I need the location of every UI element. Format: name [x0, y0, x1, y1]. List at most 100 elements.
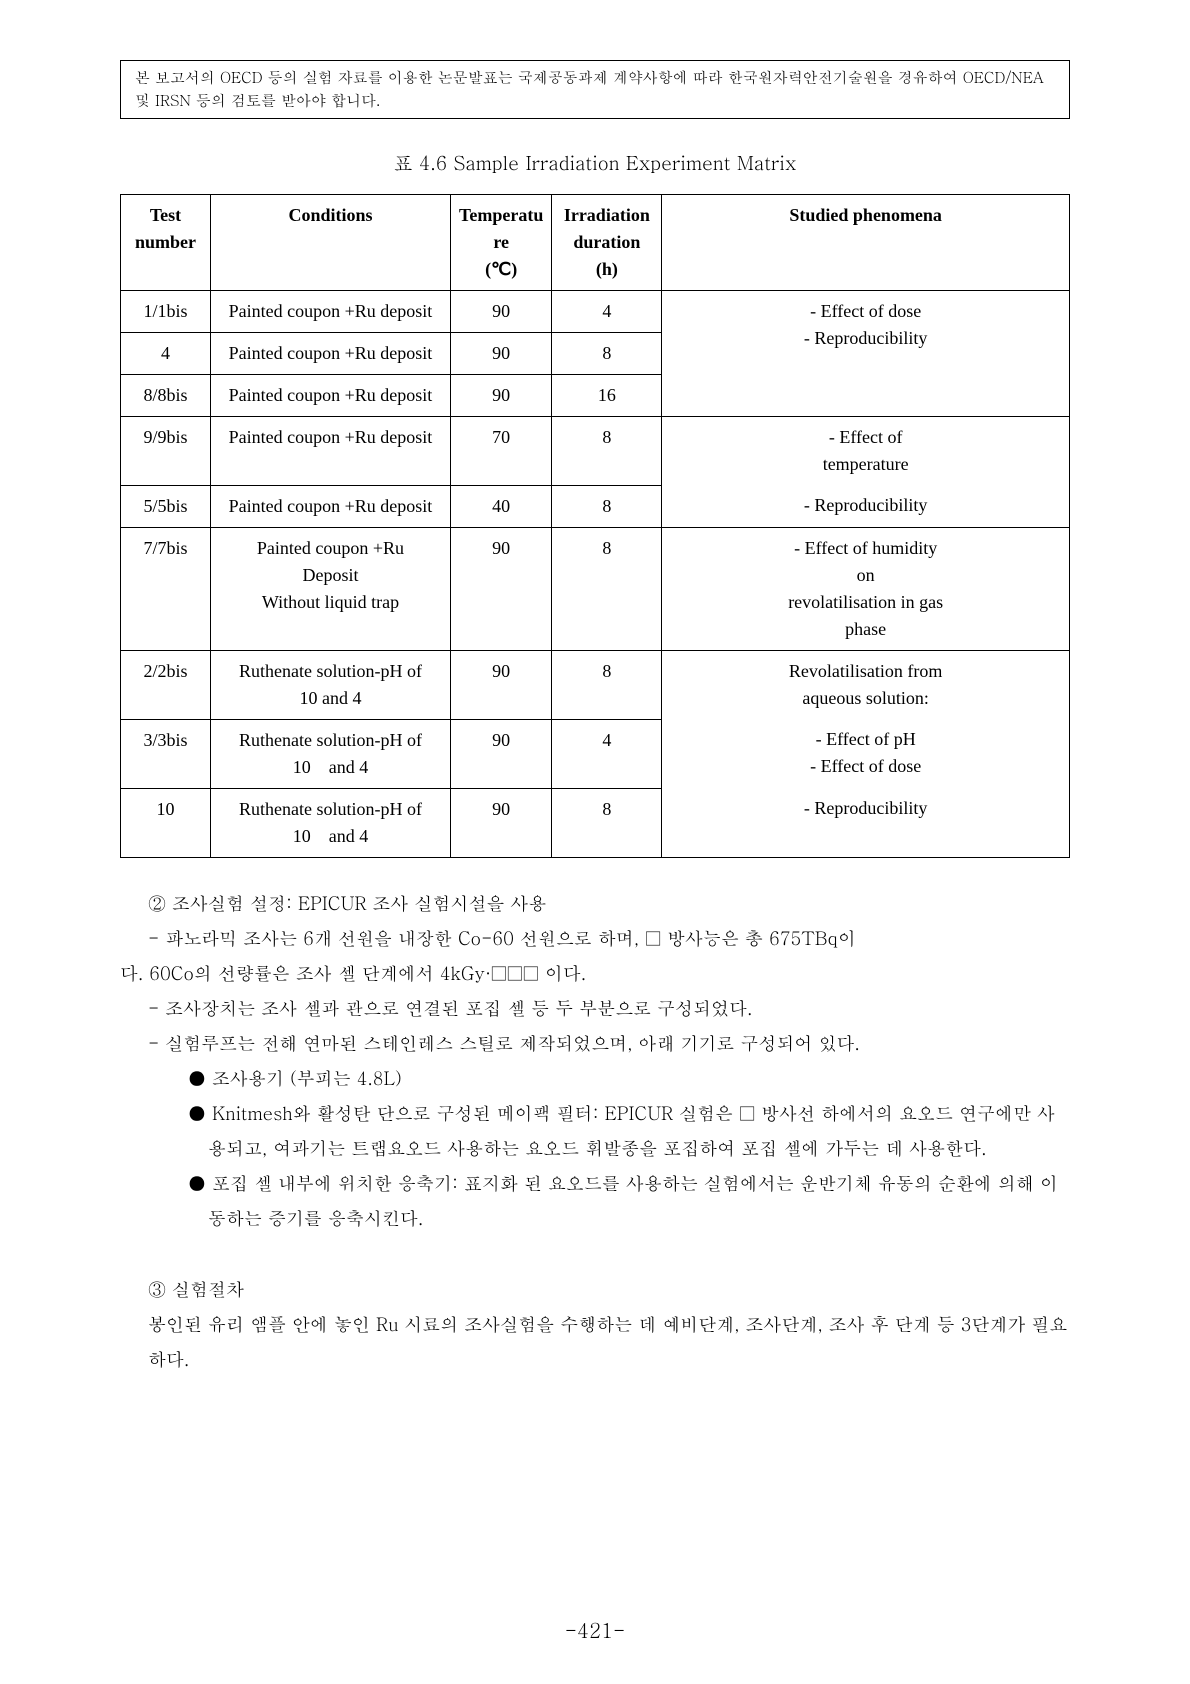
cell-phen: - Effect of pH - Effect of dose [662, 719, 1070, 788]
cell-temp: 90 [451, 291, 552, 333]
list-item: ● 포집 셀 내부에 위치한 응축기: 표지화 된 요오드를 사용하는 실험에서… [188, 1166, 1070, 1236]
cell-dur: 8 [552, 417, 662, 486]
th-test-number: Test number [121, 195, 211, 291]
cell-cond: Painted coupon +Ru deposit [211, 291, 451, 333]
table-row: 1/1bis Painted coupon +Ru deposit 90 4 -… [121, 291, 1070, 333]
cell-temp: 90 [451, 527, 552, 650]
table-caption: 표 4.6 Sample Irradiation Experiment Matr… [120, 149, 1070, 176]
table-row: 9/9bis Painted coupon +Ru deposit 70 8 -… [121, 417, 1070, 486]
phen-line: aqueous solution: [802, 688, 929, 708]
cell-dur: 8 [552, 485, 662, 527]
cell-dur: 4 [552, 719, 662, 788]
cell-temp: 90 [451, 650, 552, 719]
cell-phen: - Effect of temperature [662, 417, 1070, 486]
th-duration: Irradiation duration (h) [552, 195, 662, 291]
cell-test: 4 [121, 333, 211, 375]
th-temperature: Temperatu re (℃) [451, 195, 552, 291]
phen-line: - Reproducibility [804, 798, 927, 818]
phen-line: Revolatilisation from [789, 661, 942, 681]
para: ③ 실험절차 [120, 1272, 1070, 1307]
th-label: Irradiation [564, 205, 650, 225]
cell-dur: 16 [552, 375, 662, 417]
cell-cond: Ruthenate solution-pH of 10 and 4 [211, 719, 451, 788]
phen-line: - Effect of [829, 427, 903, 447]
bullet-list: ● 조사용기 (부피는 4.8L) ● Knitmesh와 활성탄 단으로 구성… [120, 1061, 1070, 1236]
cell-phen: Revolatilisation from aqueous solution: [662, 650, 1070, 719]
phen-line: phase [845, 619, 886, 639]
cell-dur: 8 [552, 788, 662, 857]
th-label: (℃) [485, 259, 517, 279]
para: - 조사장치는 조사 셀과 관으로 연결된 포집 셀 등 두 부분으로 구성되었… [120, 991, 1070, 1026]
cell-temp: 90 [451, 788, 552, 857]
th-label: Temperatu [459, 205, 543, 225]
table-row: 5/5bis Painted coupon +Ru deposit 40 8 -… [121, 485, 1070, 527]
phen-line: - Effect of pH [816, 729, 916, 749]
th-label: (h) [596, 259, 618, 279]
body-text: ② 조사실험 설정: EPICUR 조사 실험시설을 사용 - 파노라믹 조사는… [120, 886, 1070, 1377]
cell-test: 7/7bis [121, 527, 211, 650]
cond-line: Painted coupon +Ru [257, 538, 404, 558]
cond-line: Without liquid trap [262, 592, 399, 612]
cell-temp: 90 [451, 719, 552, 788]
cell-test: 5/5bis [121, 485, 211, 527]
para: 다. 60Co의 선량률은 조사 셀 단계에서 4kGy·□□□ 이다. [120, 956, 1070, 991]
cell-phen: - Effect of dose - Reproducibility [662, 291, 1070, 417]
list-item: ● 조사용기 (부피는 4.8L) [188, 1061, 1070, 1096]
th-label: duration [573, 232, 640, 252]
phen-line: temperature [823, 454, 909, 474]
para: - 실험루프는 전해 연마된 스테인레스 스틸로 제작되었으며, 아래 기기로 … [120, 1026, 1070, 1061]
cell-dur: 8 [552, 333, 662, 375]
phen-line: - Effect of dose [810, 756, 921, 776]
header-notice-box: 본 보고서의 OECD 등의 실험 자료를 이용한 논문발표는 국제공동과제 계… [120, 60, 1070, 119]
table-row: 3/3bis Ruthenate solution-pH of 10 and 4… [121, 719, 1070, 788]
table-row: 2/2bis Ruthenate solution-pH of 10 and 4… [121, 650, 1070, 719]
cell-test: 2/2bis [121, 650, 211, 719]
cell-test: 1/1bis [121, 291, 211, 333]
page-number: -421- [0, 1615, 1190, 1644]
cell-temp: 40 [451, 485, 552, 527]
cell-temp: 90 [451, 333, 552, 375]
th-phenomena: Studied phenomena [662, 195, 1070, 291]
cell-temp: 70 [451, 417, 552, 486]
cell-test: 3/3bis [121, 719, 211, 788]
cell-cond: Ruthenate solution-pH of 10 and 4 [211, 650, 451, 719]
phen-line: revolatilisation in gas [788, 592, 943, 612]
cell-cond: Painted coupon +Ru deposit [211, 485, 451, 527]
th-label: Test number [135, 205, 196, 252]
cell-cond: Painted coupon +Ru Deposit Without liqui… [211, 527, 451, 650]
cell-dur: 4 [552, 291, 662, 333]
cond-line: 10 and 4 [293, 826, 369, 846]
table-row: 10 Ruthenate solution-pH of 10 and 4 90 … [121, 788, 1070, 857]
cell-test: 9/9bis [121, 417, 211, 486]
cond-line: Deposit [303, 565, 359, 585]
cond-line: 10 and 4 [300, 688, 362, 708]
table-row: 7/7bis Painted coupon +Ru Deposit Withou… [121, 527, 1070, 650]
phen-line: - Reproducibility [804, 495, 927, 515]
th-conditions: Conditions [211, 195, 451, 291]
experiment-matrix-table: Test number Conditions Temperatu re (℃) … [120, 194, 1070, 858]
phen-line: - Effect of dose [810, 301, 921, 321]
cell-cond: Painted coupon +Ru deposit [211, 333, 451, 375]
notice-text: 본 보고서의 OECD 등의 실험 자료를 이용한 논문발표는 국제공동과제 계… [135, 67, 1044, 111]
table-header-row: Test number Conditions Temperatu re (℃) … [121, 195, 1070, 291]
cell-cond: Painted coupon +Ru deposit [211, 375, 451, 417]
cell-phen: - Reproducibility [662, 485, 1070, 527]
para: 봉인된 유리 앰플 안에 놓인 Ru 시료의 조사실험을 수행하는 데 예비단계… [120, 1307, 1070, 1377]
phen-line: - Effect of humidity [794, 538, 937, 558]
cell-dur: 8 [552, 527, 662, 650]
cond-line: Ruthenate solution-pH of [239, 661, 422, 681]
cell-cond: Ruthenate solution-pH of 10 and 4 [211, 788, 451, 857]
cell-phen: - Reproducibility [662, 788, 1070, 857]
cell-dur: 8 [552, 650, 662, 719]
cell-test: 10 [121, 788, 211, 857]
phen-line: on [857, 565, 875, 585]
para: ② 조사실험 설정: EPICUR 조사 실험시설을 사용 [120, 886, 1070, 921]
para: - 파노라믹 조사는 6개 선원을 내장한 Co-60 선원으로 하며, □ 방… [120, 921, 1070, 956]
cond-line: Ruthenate solution-pH of [239, 730, 422, 750]
th-label: re [493, 232, 509, 252]
list-item: ● Knitmesh와 활성탄 단으로 구성된 메이팩 필터: EPICUR 실… [188, 1096, 1070, 1166]
cell-temp: 90 [451, 375, 552, 417]
cond-line: Ruthenate solution-pH of [239, 799, 422, 819]
cell-phen: - Effect of humidity on revolatilisation… [662, 527, 1070, 650]
cond-line: 10 and 4 [293, 757, 369, 777]
